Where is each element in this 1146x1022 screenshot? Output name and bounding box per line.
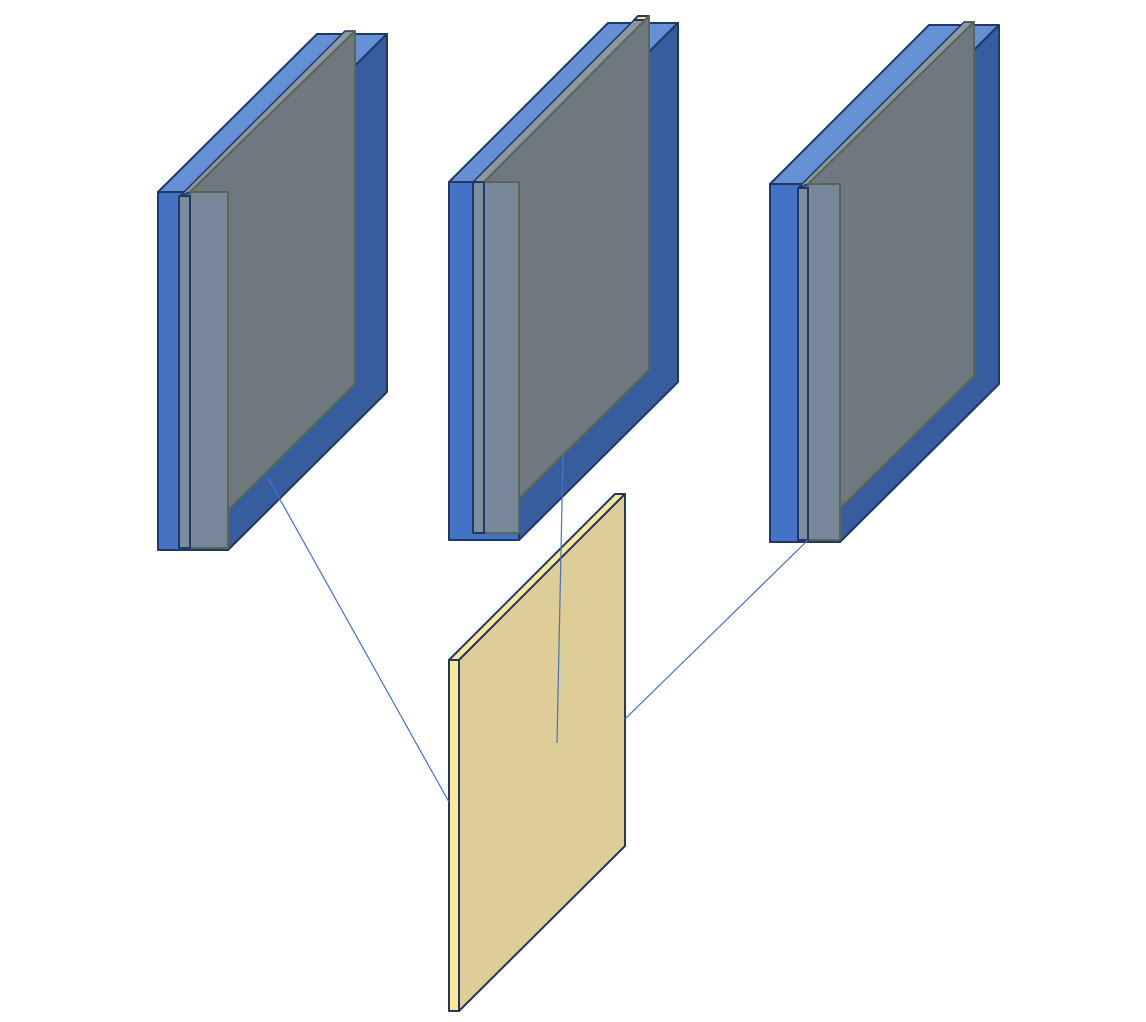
block-left [157, 30, 388, 551]
block-right-thin-slice [797, 187, 809, 541]
block-right-grey-front [807, 183, 841, 541]
connectors [267, 454, 809, 803]
output-plane [448, 493, 626, 1012]
block-right [769, 21, 1000, 543]
block-middle-grey-front [483, 181, 520, 534]
connector-middle-to-output [556, 454, 564, 744]
connector-left-to-output [267, 477, 450, 803]
block-middle [448, 15, 679, 541]
block-middle-thin-slice [472, 181, 485, 534]
block-left-grey-front [189, 191, 229, 549]
output-plane-front-edge [448, 659, 460, 1012]
block-left-thin-slice [178, 195, 191, 549]
connector-right-to-output [624, 539, 809, 720]
